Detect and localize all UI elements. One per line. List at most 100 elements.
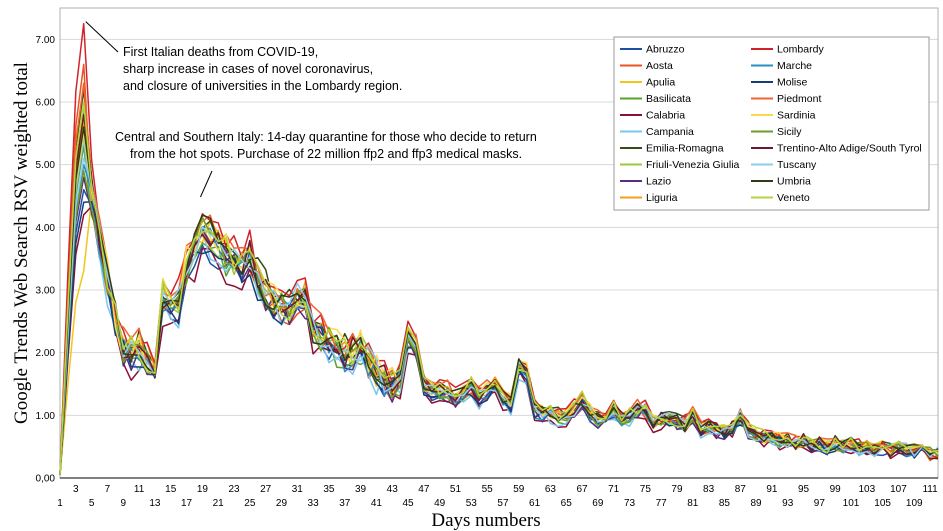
series-lines <box>59 22 939 475</box>
x-tick-label: 23 <box>228 484 240 495</box>
x-tick-label: 27 <box>260 484 272 495</box>
y-tick-label: 4.00 <box>36 223 56 234</box>
legend-label: Calabria <box>646 110 685 122</box>
legend-label: Piedmont <box>777 93 821 105</box>
x-tick-label: 55 <box>482 484 494 495</box>
x-tick-label: 5 <box>89 498 95 509</box>
x-tick-label: 111 <box>922 484 938 495</box>
x-tick-label: 7 <box>105 484 111 495</box>
x-tick-label: 65 <box>561 498 573 509</box>
y-tick-label: 3.00 <box>36 286 56 297</box>
y-axis-title: Google Trends Web Search RSV weighted to… <box>11 62 32 424</box>
x-tick-label: 21 <box>213 498 225 509</box>
series-line <box>59 163 939 475</box>
x-tick-label: 83 <box>703 484 715 495</box>
x-tick-label: 41 <box>371 498 383 509</box>
annotation-text: Central and Southern Italy: 14-day quara… <box>115 130 537 144</box>
x-tick-label: 47 <box>418 484 430 495</box>
x-tick-label: 73 <box>624 498 636 509</box>
legend-label: Abruzzo <box>646 44 685 56</box>
series-line <box>59 197 939 475</box>
series-line <box>59 188 939 475</box>
x-tick-label: 93 <box>782 498 794 509</box>
x-tick-label: 97 <box>814 498 826 509</box>
x-tick-label: 91 <box>766 484 778 495</box>
legend-label: Campania <box>646 126 694 138</box>
x-tick-label: 101 <box>843 498 860 509</box>
x-tick-label: 85 <box>719 498 731 509</box>
annotation-text: from the hot spots. Purchase of 22 milli… <box>130 147 522 161</box>
x-tick-label: 109 <box>906 498 923 509</box>
legend-label: Emilia-Romagna <box>646 143 724 155</box>
x-tick-label: 33 <box>308 498 320 509</box>
annotations: First Italian deaths from COVID-19, sharp… <box>85 21 537 198</box>
x-tick-label: 51 <box>450 484 462 495</box>
series-line <box>59 101 939 475</box>
x-axis-title: Days numbers <box>431 510 540 531</box>
x-tick-label: 37 <box>339 498 351 509</box>
x-tick-label: 57 <box>497 498 509 509</box>
x-tick-label: 13 <box>149 498 161 509</box>
legend-label: Tuscany <box>777 159 817 171</box>
annotation-pointer <box>85 21 119 53</box>
x-tick-label: 45 <box>402 498 414 509</box>
x-tick-label: 79 <box>671 484 683 495</box>
legend-label: Basilicata <box>646 93 691 105</box>
x-tick-label: 71 <box>608 484 620 495</box>
x-tick-label: 105 <box>874 498 891 509</box>
x-tick-label: 9 <box>120 498 126 509</box>
legend-label: Trentino-Alto Adige/South Tyrol <box>777 143 922 155</box>
y-tick-label: 5.00 <box>36 160 56 171</box>
x-tick-label: 77 <box>656 498 668 509</box>
x-tick-label: 87 <box>735 484 747 495</box>
annotation-text: sharp increase in cases of novel coronav… <box>123 62 373 76</box>
x-tick-label: 69 <box>592 498 604 509</box>
x-tick-label: 59 <box>513 484 525 495</box>
x-tick-label: 107 <box>890 484 907 495</box>
x-tick-label: 61 <box>529 498 541 509</box>
y-tick-label: 0,00 <box>36 474 56 485</box>
annotation-pointer <box>200 170 213 198</box>
x-tick-label: 43 <box>387 484 399 495</box>
legend-label: Veneto <box>777 192 810 204</box>
x-tick-label: 1 <box>57 498 63 509</box>
legend: Abruzzo Aosta Apulia Basilicata Calabria Camp… <box>613 36 930 211</box>
x-tick-label: 89 <box>751 498 763 509</box>
y-tick-label: 7.00 <box>36 35 56 46</box>
x-tick-label: 25 <box>244 498 256 509</box>
y-tick-label: 1.00 <box>36 411 56 422</box>
x-tick-label: 95 <box>798 484 810 495</box>
y-tick-label: 2.00 <box>36 348 56 359</box>
x-tick-label: 29 <box>276 498 288 509</box>
x-tick-label: 19 <box>197 484 209 495</box>
x-tick-label: 99 <box>830 484 842 495</box>
y-tick-label: 6.00 <box>36 98 56 109</box>
x-tick-label: 15 <box>165 484 177 495</box>
legend-label: Friuli-Venezia Giulia <box>646 159 740 171</box>
x-tick-label: 67 <box>576 484 588 495</box>
legend-label: Lazio <box>646 176 671 188</box>
legend-label: Apulia <box>646 77 675 89</box>
series-line <box>59 176 939 475</box>
legend-label: Marche <box>777 60 812 72</box>
x-tick-label: 35 <box>323 484 335 495</box>
x-tick-label: 49 <box>434 498 446 509</box>
x-tick-label: 81 <box>687 498 699 509</box>
legend-label: Aosta <box>646 60 673 72</box>
x-tick-label: 31 <box>292 484 304 495</box>
x-tick-label: 63 <box>545 484 557 495</box>
series-line <box>59 170 939 475</box>
legend-label: Molise <box>777 77 808 89</box>
legend-label: Sardinia <box>777 110 816 122</box>
x-tick-label: 53 <box>466 498 478 509</box>
annotation-text: and closure of universities in the Lomba… <box>123 79 402 93</box>
legend-label: Lombardy <box>777 44 824 56</box>
x-tick-label: 17 <box>181 498 193 509</box>
x-tick-label: 11 <box>134 484 145 495</box>
x-tick-label: 75 <box>640 484 652 495</box>
tick-labels: 0,001.002.003.004.005.006.007.003 7 11 15 19… <box>36 35 939 509</box>
annotation-text: First Italian deaths from COVID-19, <box>123 45 318 59</box>
axes <box>59 7 939 479</box>
legend-label: Liguria <box>646 192 678 204</box>
